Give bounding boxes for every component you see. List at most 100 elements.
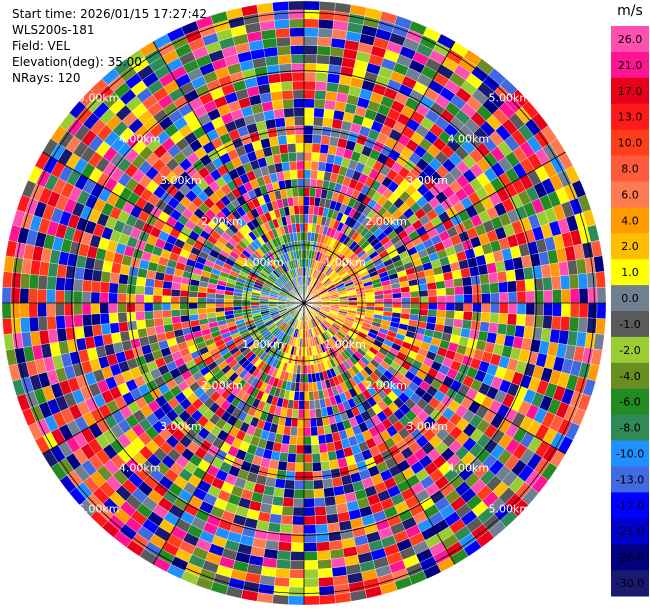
range-gate-cell xyxy=(82,268,94,281)
range-gate-cell xyxy=(296,169,305,179)
start-time-text: Start time: 2026/01/15 17:27:42 xyxy=(12,7,207,21)
range-gate-cell xyxy=(454,286,464,296)
range-gate-cell xyxy=(37,288,47,304)
range-gate-cell xyxy=(348,300,358,304)
range-gate-cell xyxy=(480,283,491,294)
colorbar-tick-label: 2.0 xyxy=(621,240,639,253)
range-gate-cell xyxy=(277,54,292,65)
range-gate-cell xyxy=(126,302,136,313)
range-gate-cell xyxy=(298,205,305,215)
range-gate-cell xyxy=(543,289,553,304)
range-gate-cell xyxy=(303,142,313,153)
range-gate-cell xyxy=(303,0,320,11)
range-gate-cell xyxy=(427,309,438,318)
range-gate-cell xyxy=(454,310,464,320)
range-gate-cell xyxy=(279,523,293,534)
device-name-text: WLS200s-181 xyxy=(12,23,95,37)
range-gate-cell xyxy=(290,45,305,55)
range-gate-cell xyxy=(295,223,301,233)
range-gate-cell xyxy=(188,296,198,304)
range-gate-cell xyxy=(289,560,305,570)
range-gate-cell xyxy=(313,107,325,118)
range-gate-cell xyxy=(55,276,66,291)
range-gate-cell xyxy=(271,99,284,111)
range-gate-cell xyxy=(515,279,526,292)
range-gate-cell xyxy=(315,514,328,525)
range-gate-cell xyxy=(445,294,456,304)
range-ring-label: 5.00km xyxy=(78,502,120,515)
range-gate-cell xyxy=(256,592,274,604)
colorbar-tick-label: 6.0 xyxy=(621,188,639,201)
range-gate-cell xyxy=(81,291,92,304)
range-gate-cell xyxy=(303,453,313,464)
range-gate-cell xyxy=(292,80,305,91)
range-gate-cell xyxy=(311,143,321,153)
colorbar-tick-label: 10.0 xyxy=(618,137,643,150)
range-gate-cell xyxy=(275,36,291,47)
colorbar-tick-label: -26.0 xyxy=(616,551,644,564)
range-gate-cell xyxy=(587,287,598,304)
range-gate-cell xyxy=(489,282,500,294)
range-gate-cell xyxy=(320,460,331,472)
range-gate-cell xyxy=(383,302,393,308)
range-gate-cell xyxy=(37,302,47,318)
range-gate-cell xyxy=(135,311,146,321)
range-gate-cell xyxy=(223,302,234,308)
colorbar-tick-label: -17.0 xyxy=(616,499,644,512)
colorbar-tick-label: 13.0 xyxy=(618,111,643,124)
range-gate-cell xyxy=(10,302,21,319)
range-ring-label: 1.00km xyxy=(324,256,366,269)
range-gate-cell xyxy=(303,36,319,46)
range-gate-cell xyxy=(19,317,31,333)
range-gate-cell xyxy=(365,299,376,304)
range-gate-cell xyxy=(542,315,553,330)
range-gate-cell xyxy=(324,99,337,111)
range-gate-cell xyxy=(462,311,473,321)
range-gate-cell xyxy=(451,269,463,280)
range-gate-cell xyxy=(328,55,344,67)
range-gate-cell xyxy=(586,317,597,334)
range-gate-cell xyxy=(419,302,429,310)
range-gate-cell xyxy=(271,495,284,507)
range-gate-cell xyxy=(281,506,294,517)
range-gate-cell xyxy=(498,292,509,304)
range-ring-label: 4.00km xyxy=(119,133,161,146)
range-gate-cell xyxy=(321,126,332,137)
range-gate-cell xyxy=(311,152,320,162)
range-ring-label: 5.00km xyxy=(489,92,531,105)
range-gate-cell xyxy=(365,302,376,307)
range-gate-cell xyxy=(299,214,305,224)
range-gate-cell xyxy=(401,297,411,304)
range-gate-cell xyxy=(81,302,92,315)
range-gate-cell xyxy=(135,294,145,304)
range-gate-cell xyxy=(299,373,305,384)
range-gate-cell xyxy=(525,290,536,304)
range-gate-cell xyxy=(472,302,482,313)
range-gate-cell xyxy=(303,196,310,206)
range-gate-cell xyxy=(276,126,287,137)
range-gate-cell xyxy=(256,2,274,14)
range-gate-cell xyxy=(99,281,110,293)
range-ring-label: 3.00km xyxy=(406,420,448,433)
range-gate-cell xyxy=(100,323,112,336)
range-gate-cell xyxy=(288,435,298,446)
range-gate-cell xyxy=(488,272,499,284)
range-gate-cell xyxy=(595,271,606,288)
range-gate-cell xyxy=(273,108,285,119)
colorbar-swatch xyxy=(611,440,649,467)
range-gate-cell xyxy=(298,400,305,410)
range-gate-cell xyxy=(135,276,147,287)
range-gate-cell xyxy=(328,539,344,551)
range-gate-cell xyxy=(108,292,118,304)
range-gate-cell xyxy=(272,594,289,605)
colorbar-tick-label: -4.0 xyxy=(619,370,640,383)
colorbar-swatch xyxy=(611,570,649,597)
range-gate-cell xyxy=(296,435,305,446)
range-gate-cell xyxy=(308,391,315,401)
range-gate-cell xyxy=(317,36,333,47)
range-gate-cell xyxy=(188,290,199,298)
range-gate-cell xyxy=(454,294,465,304)
range-gate-cell xyxy=(46,302,56,317)
range-gate-cell xyxy=(293,497,305,508)
range-gate-cell xyxy=(303,45,318,55)
